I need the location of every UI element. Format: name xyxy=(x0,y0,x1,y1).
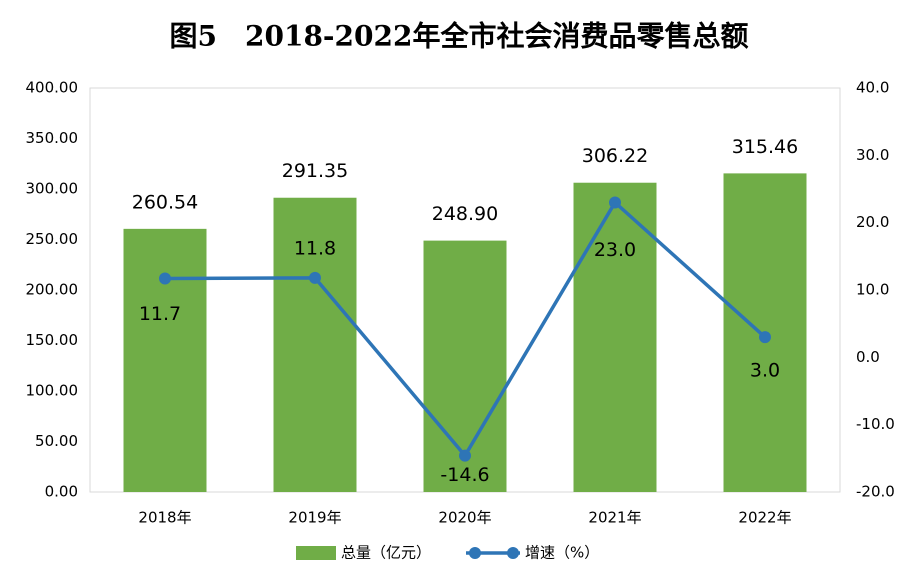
legend-swatch xyxy=(296,546,336,560)
y-tick-label: 150.00 xyxy=(26,331,79,349)
bar xyxy=(123,228,207,492)
x-tick-label: 2021年 xyxy=(588,509,641,527)
bar-value-label: 306.22 xyxy=(582,145,648,167)
y-tick-label: 50.00 xyxy=(35,432,78,450)
y2-tick-label: 10.0 xyxy=(856,281,889,299)
y-tick-label: 200.00 xyxy=(26,281,79,299)
y2-tick-label: 40.0 xyxy=(856,79,889,97)
legend-label: 增速（%） xyxy=(525,544,599,562)
x-tick-label: 2018年 xyxy=(138,509,191,527)
bar-value-label: 260.54 xyxy=(132,191,198,213)
line-marker xyxy=(159,272,171,285)
y-tick-label: 300.00 xyxy=(26,180,79,198)
y-tick-label: 250.00 xyxy=(26,230,79,248)
legend-label: 总量（亿元） xyxy=(341,544,431,562)
line-marker xyxy=(609,196,621,209)
line-marker xyxy=(459,449,471,462)
legend-marker xyxy=(507,547,519,559)
line-value-label: 23.0 xyxy=(594,239,636,261)
line-value-label: 3.0 xyxy=(750,360,780,382)
y-tick-label: 100.00 xyxy=(26,382,79,400)
y2-tick-label: -10.0 xyxy=(856,415,895,433)
bar-value-label: 315.46 xyxy=(732,136,798,158)
line-value-label: 11.8 xyxy=(294,237,336,259)
y2-tick-label: 0.0 xyxy=(856,348,880,366)
bar xyxy=(573,182,657,492)
line-marker xyxy=(759,331,771,344)
bar-value-label: 291.35 xyxy=(282,160,348,182)
line-value-label: 11.7 xyxy=(139,303,181,325)
y2-tick-label: 20.0 xyxy=(856,213,889,231)
legend-marker xyxy=(469,547,481,559)
y-tick-label: 400.00 xyxy=(26,79,79,97)
x-tick-label: 2020年 xyxy=(438,509,491,527)
y-tick-label: 0.00 xyxy=(45,483,78,501)
bar xyxy=(273,197,357,492)
bar-value-label: 248.90 xyxy=(432,203,498,225)
line-value-label: -14.6 xyxy=(440,464,489,486)
line-marker xyxy=(309,271,321,284)
y-tick-label: 350.00 xyxy=(26,129,79,147)
chart-title: 图5 2018-2022年全市社会消费品零售总额 xyxy=(170,20,749,53)
x-tick-label: 2019年 xyxy=(288,509,341,527)
y2-tick-label: 30.0 xyxy=(856,146,889,164)
y2-tick-label: -20.0 xyxy=(856,483,895,501)
x-tick-label: 2022年 xyxy=(738,509,791,527)
